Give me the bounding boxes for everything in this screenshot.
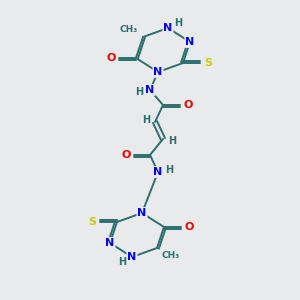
- Text: H: H: [142, 115, 150, 125]
- Text: H: H: [118, 257, 126, 267]
- Text: H: H: [135, 87, 143, 97]
- Text: O: O: [121, 150, 131, 160]
- Text: N: N: [105, 238, 115, 248]
- Text: N: N: [128, 252, 136, 262]
- Text: CH₃: CH₃: [120, 25, 138, 34]
- Text: H: H: [168, 136, 176, 146]
- Text: N: N: [146, 85, 154, 95]
- Text: N: N: [153, 167, 163, 177]
- Text: O: O: [106, 53, 116, 63]
- Text: O: O: [183, 100, 193, 110]
- Text: N: N: [164, 23, 172, 33]
- Text: S: S: [88, 217, 96, 227]
- Text: CH₃: CH₃: [162, 251, 180, 260]
- Text: N: N: [153, 67, 163, 77]
- Text: N: N: [185, 37, 195, 47]
- Text: H: H: [165, 165, 173, 175]
- Text: H: H: [174, 18, 182, 28]
- Text: O: O: [184, 222, 194, 232]
- Text: N: N: [137, 208, 147, 218]
- Text: S: S: [204, 58, 212, 68]
